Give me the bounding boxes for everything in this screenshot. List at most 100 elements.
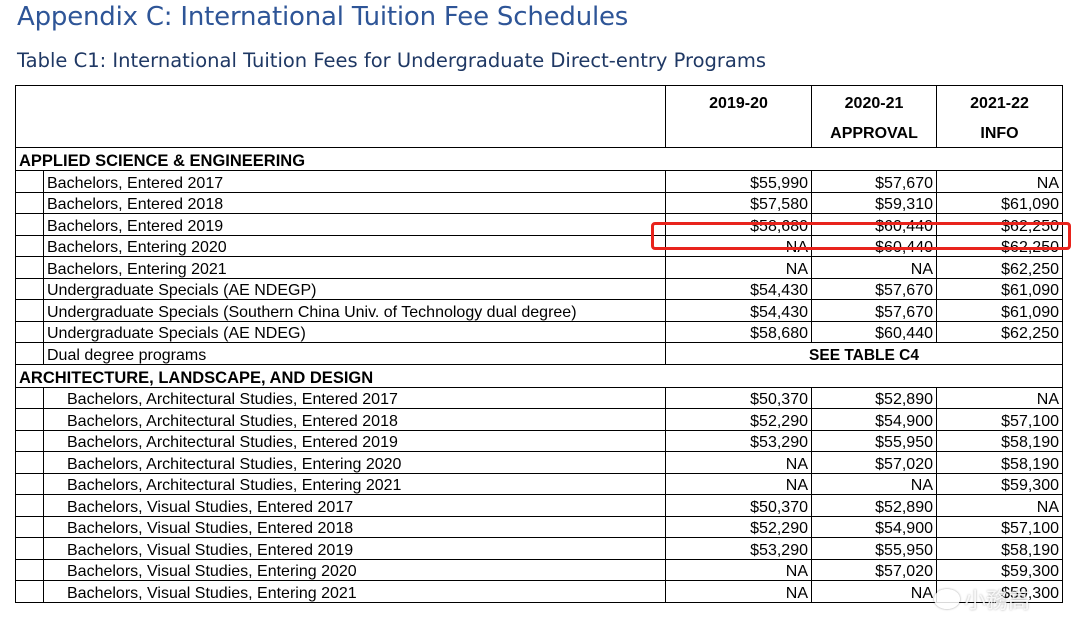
table-row: Bachelors, Visual Studies, Entering 2020… [15, 558, 1063, 581]
fee-2019-20-cell: $52,290 [665, 515, 812, 538]
fee-2021-22-cell: $62,250 [936, 256, 1063, 279]
page-title: Appendix C: International Tuition Fee Sc… [17, 2, 629, 32]
column-header-2019-20-label: 2019-20 [709, 95, 768, 112]
program-name-cell: Undergraduate Specials (Southern China U… [43, 299, 666, 322]
fee-2021-22-cell: $58,190 [936, 451, 1063, 474]
program-name-cell: Bachelors, Architectural Studies, Enteri… [43, 472, 666, 495]
program-name-cell: Bachelors, Architectural Studies, Entere… [43, 408, 666, 431]
table-row: Bachelors, Entering 2021 NA NA $62,250 [15, 256, 1063, 279]
fee-2020-21-cell: $54,900 [811, 408, 937, 431]
indent-cell [15, 170, 44, 193]
fee-2019-20-cell: NA [665, 558, 812, 581]
indent-cell [15, 515, 44, 538]
indent-cell [15, 213, 44, 236]
fee-2020-21-cell: $57,670 [811, 299, 937, 322]
fee-2019-20-cell: $50,370 [665, 386, 812, 409]
column-header-2020-21: 2020-21 APPROVAL [811, 85, 937, 148]
fee-2019-20-cell: $54,430 [665, 299, 812, 322]
column-header-2021-22-sublabel: INFO [980, 125, 1019, 142]
indent-cell [15, 320, 44, 343]
program-name-cell: Bachelors, Entering 2020 [43, 234, 666, 257]
program-name-cell: Bachelors, Entered 2017 [43, 170, 666, 193]
indent-cell [15, 472, 44, 495]
indent-cell [15, 451, 44, 474]
header-blank-cell [15, 85, 666, 148]
program-name-cell: Bachelors, Visual Studies, Entered 2018 [43, 515, 666, 538]
table-header-row: 2019-20 2020-21 APPROVAL 2021-22 INFO [15, 85, 1063, 148]
fee-2019-20-cell: $58,680 [665, 213, 812, 236]
program-name-cell: Dual degree programs [43, 342, 666, 365]
section-header-row: APPLIED SCIENCE & ENGINEERING [15, 147, 1063, 171]
fee-2021-22-cell: $58,190 [936, 537, 1063, 560]
table-row: Undergraduate Specials (Southern China U… [15, 299, 1063, 322]
section-title: APPLIED SCIENCE & ENGINEERING [15, 147, 1063, 171]
wechat-logo-icon [934, 589, 960, 609]
indent-cell [15, 537, 44, 560]
indent-cell [15, 408, 44, 431]
table-row: Bachelors, Architectural Studies, Entere… [15, 408, 1063, 431]
indent-cell [15, 234, 44, 257]
fee-2019-20-cell: $50,370 [665, 494, 812, 517]
column-header-2020-21-sublabel: APPROVAL [830, 125, 918, 142]
fee-2020-21-cell: $57,670 [811, 170, 937, 193]
program-name-cell: Undergraduate Specials (AE NDEGP) [43, 277, 666, 300]
indent-cell [15, 580, 44, 603]
indent-cell [15, 277, 44, 300]
fee-2021-22-cell: $62,250 [936, 213, 1063, 236]
program-name-cell: Bachelors, Entered 2019 [43, 213, 666, 236]
fee-2021-22-cell: $62,250 [936, 234, 1063, 257]
indent-cell [15, 342, 44, 365]
fee-2019-20-cell: $53,290 [665, 537, 812, 560]
program-name-cell: Bachelors, Visual Studies, Entered 2019 [43, 537, 666, 560]
fee-2019-20-cell: NA [665, 472, 812, 495]
column-header-2020-21-label: 2020-21 [844, 95, 904, 112]
fee-2021-22-cell: NA [936, 170, 1063, 193]
fee-2021-22-cell: $57,100 [936, 515, 1063, 538]
fee-2019-20-cell: $53,290 [665, 429, 812, 452]
fee-2019-20-cell: NA [665, 580, 812, 603]
fee-2021-22-cell: NA [936, 494, 1063, 517]
fee-2019-20-cell: NA [665, 451, 812, 474]
program-name-cell: Bachelors, Entered 2018 [43, 191, 666, 214]
program-name-cell: Bachelors, Visual Studies, Entered 2017 [43, 494, 666, 517]
fee-2020-21-cell: $60,440 [811, 234, 937, 257]
column-header-2019-20: 2019-20 [665, 85, 812, 148]
fee-2020-21-cell: $59,310 [811, 191, 937, 214]
program-name-cell: Bachelors, Visual Studies, Entering 2021 [43, 580, 666, 603]
fee-2020-21-cell: $54,900 [811, 515, 937, 538]
fee-2021-22-cell: $62,250 [936, 320, 1063, 343]
table-row: Bachelors, Entered 2018 $57,580 $59,310 $61… [15, 191, 1063, 214]
reference-note-cell: SEE TABLE C4 [665, 342, 1063, 365]
program-name-cell: Bachelors, Architectural Studies, Entere… [43, 386, 666, 409]
fee-2019-20-cell: $54,430 [665, 277, 812, 300]
fee-2019-20-cell: $57,580 [665, 191, 812, 214]
fee-2021-22-cell: $59,300 [936, 472, 1063, 495]
table-row: Bachelors, Architectural Studies, Entere… [15, 386, 1063, 409]
column-header-2021-22: 2021-22 INFO [936, 85, 1063, 148]
fee-2019-20-cell: $58,680 [665, 320, 812, 343]
fee-2021-22-cell: $57,100 [936, 408, 1063, 431]
program-name-cell: Bachelors, Entering 2021 [43, 256, 666, 279]
tuition-fee-table: 2019-20 2020-21 APPROVAL 2021-22 INFO AP… [15, 85, 1063, 603]
watermark-text: 小務高 [964, 589, 1031, 614]
fee-2020-21-cell: $57,670 [811, 277, 937, 300]
fee-2021-22-cell: $61,090 [936, 299, 1063, 322]
table-caption: Table C1: International Tuition Fees for… [17, 49, 767, 72]
indent-cell [15, 386, 44, 409]
indent-cell [15, 299, 44, 322]
fee-2021-22-cell: $59,300 [936, 580, 1063, 603]
table-row: Bachelors, Visual Studies, Entered 2017 $… [15, 494, 1063, 517]
table-row: Bachelors, Visual Studies, Entering 2021… [15, 580, 1063, 603]
fee-2019-20-cell: $52,290 [665, 408, 812, 431]
table-row: Bachelors, Entered 2019 $58,680 $60,440 $62… [15, 213, 1063, 236]
fee-2020-21-cell: $57,020 [811, 451, 937, 474]
column-header-2021-22-label: 2021-22 [970, 95, 1029, 112]
section-title: ARCHITECTURE, LANDSCAPE, AND DESIGN [15, 363, 1063, 388]
indent-cell [15, 429, 44, 452]
indent-cell [15, 494, 44, 517]
table-row: Undergraduate Specials (AE NDEG) $58,680 $… [15, 320, 1063, 343]
fee-2021-22-cell: $59,300 [936, 558, 1063, 581]
fee-2020-21-cell: $52,890 [811, 494, 937, 517]
indent-cell [15, 256, 44, 279]
indent-cell [15, 191, 44, 214]
